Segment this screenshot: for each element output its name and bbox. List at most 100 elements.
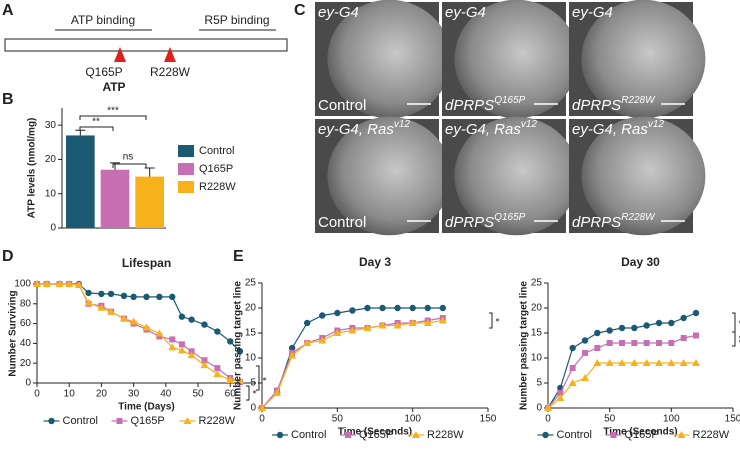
marker — [98, 290, 105, 298]
eye-image-eye — [327, 116, 452, 236]
marker — [655, 359, 663, 366]
genotype-label-part: ey-G4 — [318, 4, 359, 21]
marker — [178, 341, 185, 348]
genotype-label-part: ey-G4 — [572, 4, 613, 21]
marker — [169, 336, 176, 343]
significance-bracket — [79, 126, 114, 131]
marker — [65, 280, 74, 287]
significance-label: * — [246, 390, 257, 394]
marker — [364, 304, 371, 312]
marker — [74, 280, 83, 288]
legend-label: R228W — [199, 181, 236, 193]
marker — [544, 404, 552, 411]
marker — [408, 319, 417, 326]
significance-label: ns — [123, 152, 134, 163]
marker — [668, 340, 675, 346]
y-tick-label: 10 — [531, 353, 543, 364]
marker — [142, 323, 151, 331]
marker — [424, 304, 431, 312]
marker — [692, 359, 700, 366]
marker — [318, 336, 327, 344]
legend-marker — [677, 431, 686, 438]
marker — [258, 404, 266, 411]
y-tick-label: 20 — [45, 154, 57, 165]
error-bar — [144, 167, 155, 177]
legend-marker — [345, 432, 351, 438]
marker — [581, 374, 589, 381]
marker — [643, 340, 650, 346]
image-label-part: dPRPS — [445, 97, 494, 114]
legend-label: Q165P — [199, 163, 233, 175]
marker — [188, 316, 195, 323]
genotype-label: ey-G4, Rasv12 — [318, 119, 410, 138]
chart-title: Day 3 — [359, 255, 391, 269]
marker — [423, 319, 432, 326]
mutation-label: R228W — [150, 65, 191, 79]
marker — [119, 314, 128, 322]
marker — [693, 332, 699, 339]
marker — [605, 359, 614, 366]
marker — [568, 379, 577, 386]
x-axis-label: Time (Days) — [118, 402, 175, 413]
significance-label: * — [489, 318, 500, 322]
image-label: Control — [318, 214, 366, 231]
y-tick-label: 0 — [25, 378, 31, 389]
genotype-label: ey-G4 — [445, 4, 486, 21]
marker — [143, 293, 150, 301]
mutation-marker — [114, 47, 126, 62]
marker — [42, 280, 51, 287]
series-line — [37, 283, 241, 352]
eye-image-eye — [454, 116, 579, 236]
marker — [378, 321, 387, 329]
marker — [177, 346, 186, 354]
marker — [107, 307, 116, 315]
panel-label: E — [233, 248, 244, 265]
mutation-label: Q165P — [85, 65, 122, 79]
marker — [643, 322, 650, 329]
marker — [619, 340, 625, 346]
genotype-label-part: ey-G4, Ras — [445, 121, 521, 138]
marker — [618, 359, 626, 366]
legend-marker — [183, 417, 192, 424]
y-tick-label: 15 — [245, 328, 257, 339]
marker — [409, 304, 416, 312]
marker — [201, 357, 208, 364]
marker — [236, 348, 244, 355]
legend-marker — [412, 431, 420, 438]
marker — [273, 389, 282, 396]
marker — [606, 327, 613, 334]
x-tick-label: 40 — [160, 389, 172, 400]
image-label-part: Control — [318, 214, 366, 231]
legend-marker — [276, 431, 284, 439]
marker — [155, 329, 164, 337]
y-axis-label: Number Surviving — [8, 290, 19, 376]
y-axis-label: Number passing target line — [233, 281, 244, 410]
marker — [642, 359, 651, 366]
y-tick-label: 25 — [531, 278, 543, 289]
x-tick-label: 30 — [128, 389, 140, 400]
marker — [556, 394, 565, 401]
y-tick-label: 5 — [250, 378, 256, 389]
marker — [349, 307, 356, 314]
x-tick-label: 0 — [259, 414, 265, 425]
chart-title: ATP — [102, 80, 125, 94]
x-axis-label: Time (Seconds) — [603, 427, 677, 438]
genotype-label-part: ey-G4, Ras — [572, 121, 648, 138]
domain-label: ATP binding — [71, 13, 135, 27]
marker — [200, 361, 209, 369]
image-label-sup: R228W — [621, 212, 656, 223]
y-axis-label: ATP levels (nmol/mg) — [27, 118, 38, 219]
genotype-label-part: ey-G4 — [445, 4, 486, 21]
y-tick-label: 15 — [531, 328, 543, 339]
legend-label: Control — [557, 429, 592, 441]
legend-marker — [610, 432, 617, 438]
x-tick-label: 150 — [480, 414, 497, 425]
y-tick-label: 0 — [536, 403, 542, 414]
x-tick-label: 100 — [663, 414, 680, 425]
legend-label: R228W — [427, 429, 464, 441]
marker — [85, 289, 92, 297]
marker — [333, 329, 342, 336]
bar — [135, 176, 164, 228]
bar — [66, 135, 95, 228]
